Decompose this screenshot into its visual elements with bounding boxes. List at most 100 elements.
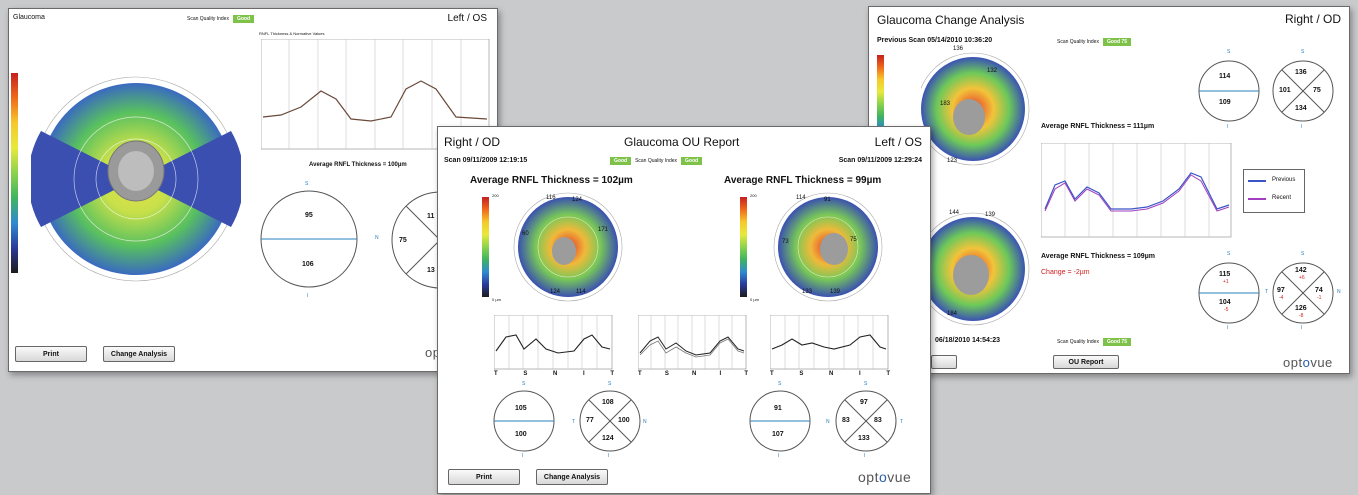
left-quad-top: 11 xyxy=(427,213,435,220)
left-report-window: Glaucoma Left / OS Scan Quality Index Go… xyxy=(8,8,498,372)
quad-i-label: I xyxy=(1301,124,1303,130)
scan-od-label: Scan 09/11/2009 12:19:15 xyxy=(444,157,528,164)
logo-dot: o xyxy=(1302,355,1311,370)
hemi-bottom-value: 104 xyxy=(1219,299,1231,306)
map-value: 60 xyxy=(522,231,529,237)
axis-n: N xyxy=(553,371,558,377)
right-sqi: Scan Quality Index Good 75 xyxy=(1057,38,1131,46)
axis-t: T xyxy=(638,371,642,377)
axis-n: N xyxy=(829,371,834,377)
left-sqi: Scan Quality Index Good xyxy=(187,15,255,23)
quad-temporal-value: 101 xyxy=(1279,87,1291,94)
legend-previous-label: Previous xyxy=(1272,177,1296,183)
partial-button[interactable] xyxy=(931,355,957,369)
quad-i-label: I xyxy=(1301,325,1303,331)
previous-hemisphere-chart xyxy=(1198,60,1260,122)
quad-n-label: N xyxy=(643,419,647,425)
logo-text-a: opt xyxy=(858,469,879,485)
change-analysis-button[interactable]: Change Analysis xyxy=(536,469,608,485)
print-button[interactable]: Print xyxy=(15,346,87,362)
map-value: 91 xyxy=(824,197,831,203)
quad-t-label: T xyxy=(572,419,576,425)
sqi-label: Scan Quality Index xyxy=(1057,39,1099,45)
previous-quadrant-chart xyxy=(1272,60,1334,122)
axis-i: I xyxy=(859,371,861,377)
map-value: 73 xyxy=(782,239,789,245)
change-analysis-button[interactable]: Change Analysis xyxy=(103,346,175,362)
avg-rnfl-recent: Average RNFL Thickness = 109µm xyxy=(1041,253,1155,260)
scale-top-label: 200 xyxy=(750,193,757,198)
ou-report-window: Right / OD Glaucoma OU Report Left / OS … xyxy=(437,126,931,494)
map-value: 171 xyxy=(598,227,609,233)
od-quad-inferior: 124 xyxy=(602,435,614,442)
quad-s-label: S xyxy=(1301,49,1305,55)
os-hemisphere-chart xyxy=(749,390,811,452)
quad-nasal-value: 75 xyxy=(1313,87,1321,94)
legend-recent-swatch xyxy=(1248,198,1266,200)
quad-temporal-value: 97 xyxy=(1277,287,1285,294)
map-value: 75 xyxy=(850,237,857,243)
od-tsnit-chart xyxy=(494,315,613,370)
map-value: 183 xyxy=(940,101,951,107)
od-hemi-top: 105 xyxy=(515,405,527,412)
sqi-label: Scan Quality Index xyxy=(635,158,678,164)
os-quad-superior: 97 xyxy=(860,399,868,406)
axis-t: T xyxy=(610,371,614,377)
map-value: 139 xyxy=(830,289,841,295)
center-eye-right: Left / OS xyxy=(874,135,922,149)
hemi-s-label: S xyxy=(1227,49,1231,55)
scale-top-label: 200 xyxy=(492,193,499,198)
axis-t: T xyxy=(770,371,774,377)
od-quadrant-chart xyxy=(579,390,641,452)
os-quad-nasal: 83 xyxy=(842,417,850,424)
rnfl-change: Change = -2µm xyxy=(1041,269,1090,276)
hemi-i-label: I xyxy=(778,453,780,459)
sqi-badge: Good 75 xyxy=(1102,338,1131,346)
logo-text-a: opt xyxy=(1283,355,1303,370)
thickness-color-scale xyxy=(877,55,884,153)
left-eye-label: Left / OS xyxy=(447,13,487,24)
os-color-scale xyxy=(740,197,747,297)
previous-thickness-map xyxy=(921,52,1030,166)
left-hemisphere-chart xyxy=(260,190,358,288)
map-value: 139 xyxy=(985,212,996,218)
quad-inferior-value: 126 xyxy=(1295,305,1307,312)
right-eye-label: Right / OD xyxy=(1284,12,1341,26)
quad-inferior-value: 134 xyxy=(1295,105,1307,112)
os-tsnit-chart xyxy=(770,315,889,370)
sqi-label: Scan Quality Index xyxy=(187,16,229,22)
left-chart-caption: RNFL Thickness & Normative Values xyxy=(259,31,325,36)
optovue-logo: optovue xyxy=(858,469,911,485)
sqi-badge: Good xyxy=(232,15,255,23)
quad-i-label: I xyxy=(864,453,866,459)
scale-bottom-label: 0 µm xyxy=(492,297,501,302)
map-value: 116 xyxy=(546,195,556,201)
left-hemi-top: 95 xyxy=(305,212,313,219)
change-legend: Previous Recent xyxy=(1243,169,1305,213)
logo-text-b: vue xyxy=(887,469,912,485)
os-hemi-top: 91 xyxy=(774,405,782,412)
avg-rnfl-previous: Average RNFL Thickness = 111µm xyxy=(1041,123,1155,130)
od-hemi-bottom: 100 xyxy=(515,431,527,438)
quad-superior-value: 142 xyxy=(1295,267,1307,274)
quad-s-label: S xyxy=(1301,251,1305,257)
axis-s: S xyxy=(664,371,669,377)
od-quad-temporal: 77 xyxy=(586,417,594,424)
left-quad-inferior: 13 xyxy=(427,267,435,274)
hemi-i-label: I xyxy=(522,453,524,459)
quad-t-label: T xyxy=(1265,289,1269,295)
os-quad-inferior: 133 xyxy=(858,435,870,442)
axis-t: T xyxy=(494,371,498,377)
thickness-color-scale xyxy=(11,73,18,273)
os-hemi-bottom: 107 xyxy=(772,431,784,438)
print-button[interactable]: Print xyxy=(448,469,520,485)
quad-s-label: S xyxy=(864,381,868,387)
ou-report-button[interactable]: OU Report xyxy=(1053,355,1119,369)
hemi-s-label: S xyxy=(1227,251,1231,257)
avg-rnfl-os: Average RNFL Thickness = 99µm xyxy=(724,175,882,186)
map-value: 136 xyxy=(953,46,964,52)
axis-n: N xyxy=(692,371,697,377)
map-value: 124 xyxy=(572,197,583,203)
